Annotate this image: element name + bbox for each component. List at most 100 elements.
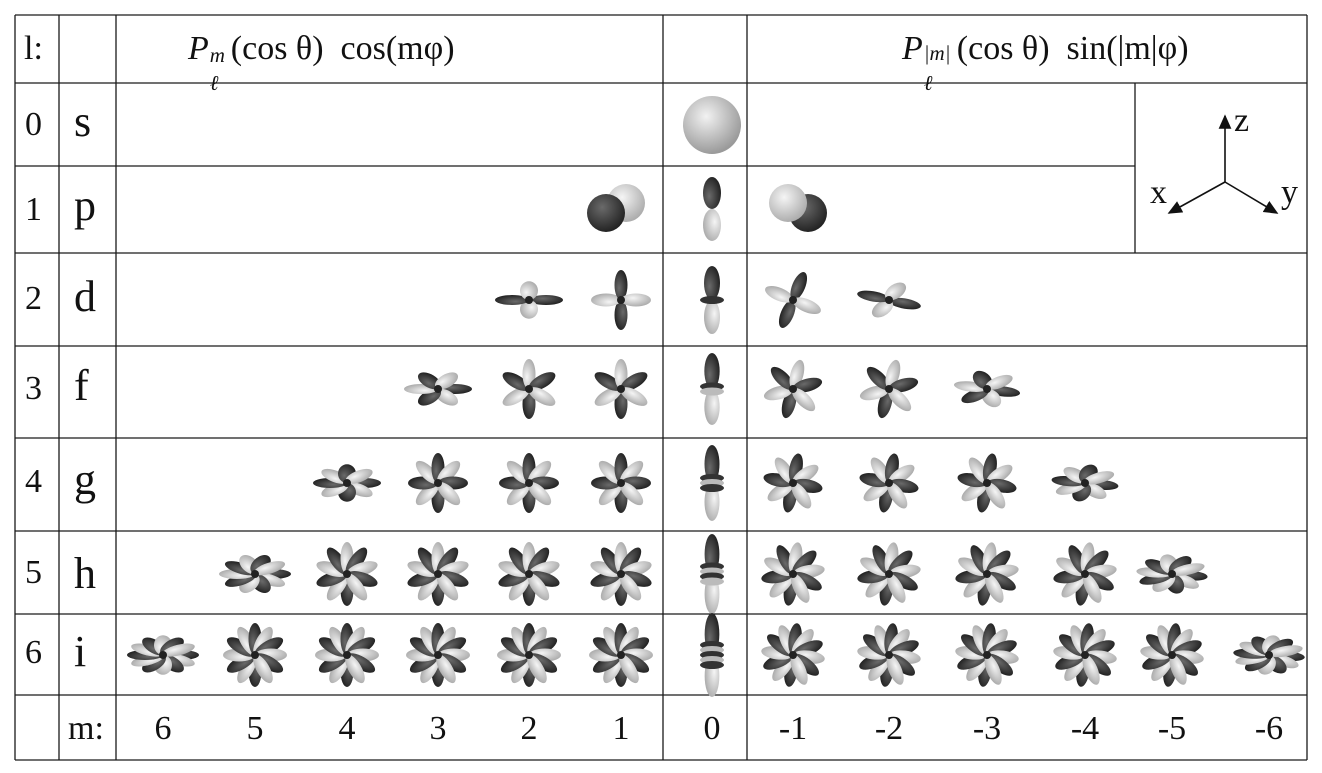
orbital-lobe <box>791 482 812 509</box>
orbital-petals <box>502 359 556 419</box>
orbital-l3-m0 <box>700 353 724 425</box>
sin-header-sub: ℓ <box>923 71 933 95</box>
orbital-lobe <box>790 654 808 685</box>
orbital-petals <box>223 623 287 687</box>
cos-header-base: P <box>188 30 209 67</box>
orbital-l4-m-4 <box>1051 464 1119 502</box>
orbital-center <box>617 479 625 487</box>
orbital-lobe <box>162 643 195 657</box>
orbital-center <box>251 570 259 578</box>
orbital-lobe <box>888 297 921 310</box>
orbital-l3-m1 <box>594 359 648 419</box>
orbital-lobe <box>598 482 622 506</box>
orbital-center <box>983 479 991 487</box>
orbital-lobe <box>888 571 918 591</box>
orbital-lobe <box>984 654 1002 685</box>
m-value: 3 <box>429 710 447 747</box>
orbital-petals <box>408 453 468 513</box>
orbital-lobe <box>316 561 348 577</box>
orbital-lobe <box>620 482 644 506</box>
orbital-l3-m3 <box>404 372 472 406</box>
orbital-lobe <box>528 387 556 406</box>
orbital-l4-m1 <box>591 453 651 513</box>
orbital-lobe <box>770 366 794 390</box>
orbital-lobe <box>620 372 648 391</box>
orbital-l6-m-4 <box>1053 623 1117 687</box>
orbital-petals <box>1051 464 1119 502</box>
orbital-lobe <box>506 482 530 506</box>
orbital-lobe <box>1056 557 1086 577</box>
orbital-lobe <box>790 272 808 301</box>
orbital-lobe <box>984 573 1004 603</box>
orbital-petals <box>957 453 1017 513</box>
orbital-lobe <box>520 281 538 301</box>
orbital-l5-m-5 <box>1136 554 1208 594</box>
orbital-center <box>789 385 797 393</box>
orbital-center <box>525 385 533 393</box>
orbital-lobe <box>866 366 890 390</box>
orbital-lobe <box>437 460 461 484</box>
orbital-center <box>789 479 797 487</box>
orbital-lobe <box>346 571 378 587</box>
orbital-petals <box>498 542 560 606</box>
orbital-lobe <box>437 571 469 587</box>
orbital-petals <box>1136 554 1208 594</box>
orbital-petals <box>953 370 1021 408</box>
m-value: -1 <box>778 710 808 747</box>
m-value: 2 <box>520 710 538 747</box>
orbital-petals <box>1140 623 1204 687</box>
orbital-lobe <box>520 300 538 319</box>
orbital-lobe <box>704 483 720 521</box>
cos-header-sup: m <box>209 43 225 67</box>
orbital-l5-m2 <box>498 542 560 606</box>
orbital-petals <box>1053 542 1117 606</box>
l-value-0: 0 <box>25 106 42 143</box>
orbital-lobe <box>792 377 823 393</box>
orbital-lobe <box>704 266 720 300</box>
orbital-lobe <box>417 388 442 406</box>
orbital-petals <box>955 542 1019 606</box>
orbital-l4-m4 <box>313 464 381 502</box>
orbital-lobe <box>871 299 894 318</box>
m-value: 5 <box>246 710 264 747</box>
orbital-lobe <box>986 571 1016 591</box>
orbital-lobe <box>620 571 652 587</box>
orbital-lobe <box>704 445 720 483</box>
orbital-l6-m3 <box>406 623 470 687</box>
orbital-ring <box>700 661 724 669</box>
orbital-petals <box>313 464 381 502</box>
orbital-l5-m-3 <box>955 542 1019 606</box>
orbital-lobe <box>1084 471 1115 485</box>
orbital-petals <box>859 359 919 419</box>
orbital-l5-m-1 <box>761 542 825 606</box>
orbital-l2-m2 <box>495 281 563 319</box>
orbital-petals <box>857 282 921 318</box>
orbital-lobe <box>619 654 639 684</box>
orbital-lobe <box>887 482 908 509</box>
orbital-lobe <box>765 285 794 303</box>
orbital-l5-m4 <box>316 542 378 606</box>
orbital-center <box>525 296 533 304</box>
orbital-lobe <box>888 388 912 412</box>
m-value: -4 <box>1070 710 1100 747</box>
orbital-center <box>1081 479 1089 487</box>
orbital-lobe <box>529 295 563 305</box>
orbital-lobe <box>527 654 547 684</box>
orbital-lobe <box>1171 563 1205 576</box>
sin-header-base: P <box>902 30 923 67</box>
orbital-petals <box>761 623 825 687</box>
x-axis-label: x <box>1150 174 1167 211</box>
orbital-center <box>885 651 893 659</box>
orbital-l2-m0 <box>700 266 724 334</box>
l-value-4: 4 <box>25 463 42 500</box>
orbital-letter-i: i <box>74 627 87 676</box>
z-axis-label: z <box>1234 102 1250 139</box>
orbital-center <box>434 570 442 578</box>
orbital-lobe <box>587 194 625 232</box>
orbital-center <box>617 385 625 393</box>
orbital-lobe <box>345 468 373 484</box>
orbital-center <box>525 651 533 659</box>
orbital-ring <box>700 296 724 304</box>
m-value: 4 <box>338 710 356 747</box>
